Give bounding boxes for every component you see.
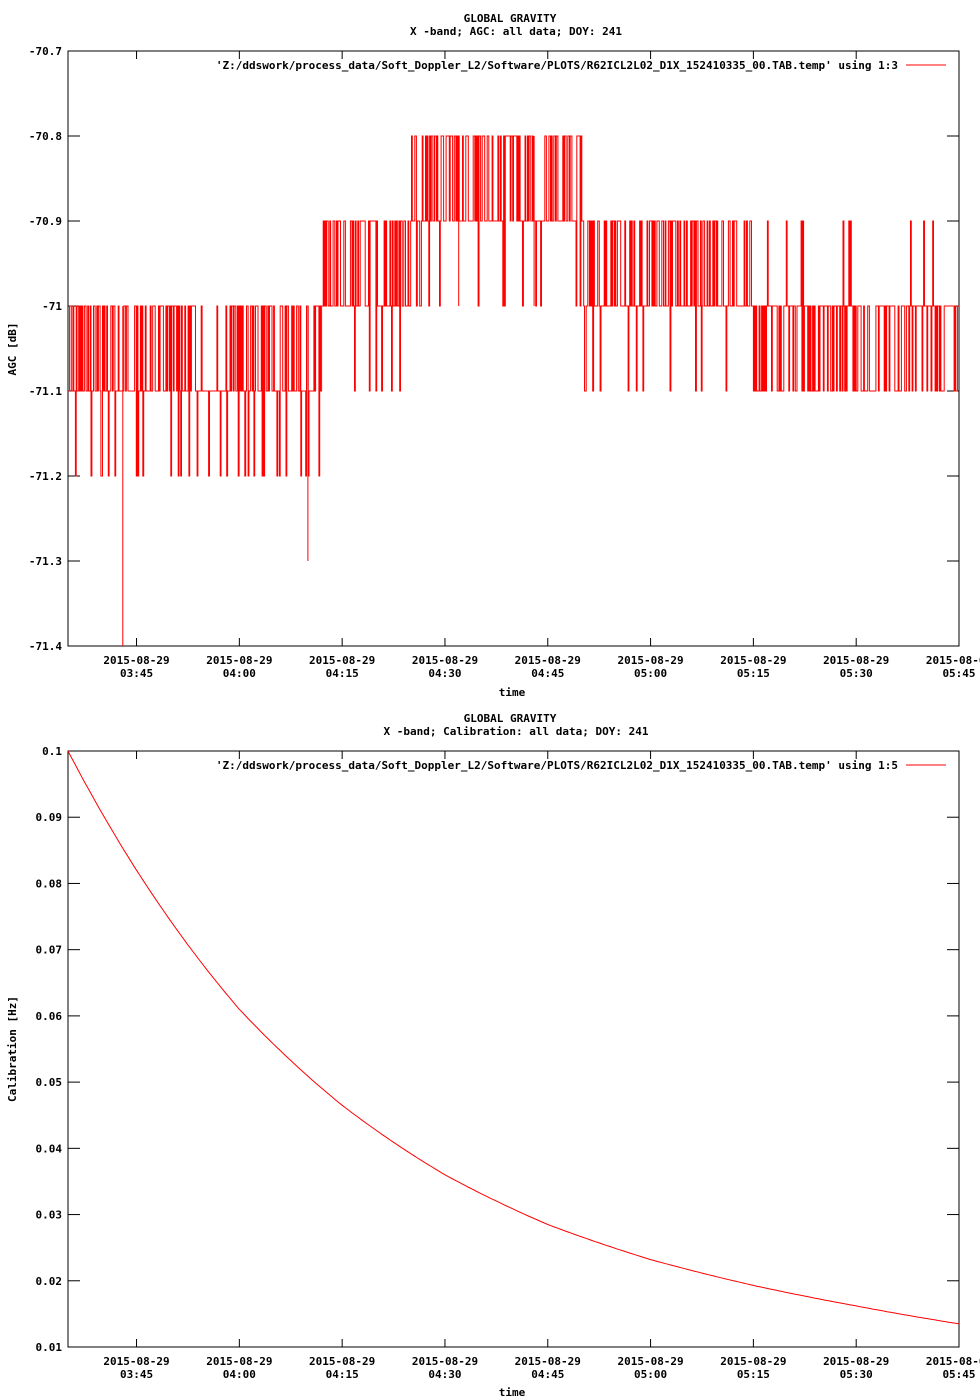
x-tick-date-label: 2015-08-29 [720, 1355, 786, 1368]
x-tick-time-label: 05:30 [840, 1368, 873, 1381]
x-tick-date-label: 2015-08-29 [103, 1355, 169, 1368]
agc-y-axis-label: AGC [dB] [6, 323, 19, 376]
y-tick-label: -70.8 [29, 130, 62, 143]
y-tick-label: 0.05 [36, 1076, 63, 1089]
x-tick-time-label: 04:45 [531, 1368, 564, 1381]
agc-x-axis-label: time [499, 686, 526, 699]
x-tick-date-label: 2015-08-29 [412, 1355, 478, 1368]
calibration-legend-label: 'Z:/ddswork/process_data/Soft_Doppler_L2… [216, 759, 898, 772]
agc-y-ticks: -70.7 -70.8 -70.9 -71 -71.1 -71.2 -71.3 -71.4 [29, 45, 959, 653]
y-tick-label: 0.09 [36, 811, 63, 824]
x-tick-date-label: 2015-08-08 [926, 1355, 980, 1368]
x-tick-date-label: 2015-08-29 [823, 654, 889, 667]
y-tick-label: -71.2 [29, 470, 62, 483]
x-tick-time-label: 05:45 [942, 667, 975, 680]
y-tick-label: 0.02 [36, 1275, 63, 1288]
x-tick-time-label: 05:00 [634, 1368, 667, 1381]
x-tick-date-label: 2015-08-29 [412, 654, 478, 667]
x-tick-time-label: 05:30 [840, 667, 873, 680]
x-tick-time-label: 04:30 [428, 1368, 461, 1381]
y-tick-label: 0.01 [36, 1341, 63, 1354]
y-tick-label: -71.1 [29, 385, 62, 398]
x-tick-date-label: 2015-08-29 [515, 654, 581, 667]
agc-plot-frame [67, 50, 960, 647]
y-tick-label: -71.4 [29, 640, 62, 653]
calibration-chart: GLOBAL GRAVITY X -band; Calibration: all… [6, 712, 980, 1399]
calibration-x-ticks: 2015-08-2903:452015-08-2904:002015-08-29… [103, 751, 980, 1381]
y-tick-label: -71.3 [29, 555, 62, 568]
x-tick-date-label: 2015-08-29 [309, 654, 375, 667]
agc-legend-label: 'Z:/ddswork/process_data/Soft_Doppler_L2… [216, 59, 898, 72]
x-tick-date-label: 2015-08-29 [309, 1355, 375, 1368]
x-tick-date-label: 2015-08-29 [515, 1355, 581, 1368]
x-tick-time-label: 05:45 [942, 1368, 975, 1381]
agc-chart: GLOBAL GRAVITY X -band; AGC: all data; D… [6, 12, 980, 699]
y-tick-label: 0.1 [42, 745, 62, 758]
y-tick-label: 0.07 [36, 944, 63, 957]
x-tick-date-label: 2015-08-29 [720, 654, 786, 667]
calibration-y-ticks: 0.1 0.09 0.08 0.07 0.06 0.05 0.04 0.03 0.02 0.01 [36, 745, 959, 1354]
x-tick-date-label: 2015-08-29 [103, 654, 169, 667]
x-tick-time-label: 04:15 [326, 1368, 359, 1381]
y-tick-label: 0.03 [36, 1209, 63, 1222]
y-tick-label: -70.7 [29, 45, 62, 58]
calibration-x-axis-label: time [499, 1386, 526, 1399]
calibration-chart-subtitle: X -band; Calibration: all data; DOY: 241 [384, 725, 649, 738]
x-tick-date-label: 2015-08-29 [823, 1355, 889, 1368]
y-tick-label: 0.06 [36, 1010, 63, 1023]
calibration-series-line [67, 750, 960, 1325]
calibration-plot-frame [67, 750, 960, 1348]
calibration-chart-title: GLOBAL GRAVITY [464, 712, 557, 725]
x-tick-time-label: 04:00 [223, 1368, 256, 1381]
agc-x-ticks: 2015-08-2903:452015-08-2904:002015-08-29… [103, 51, 980, 680]
x-tick-time-label: 05:15 [737, 667, 770, 680]
y-tick-label: -71 [42, 300, 62, 313]
x-tick-time-label: 04:15 [326, 667, 359, 680]
x-tick-time-label: 05:00 [634, 667, 667, 680]
x-tick-time-label: 05:15 [737, 1368, 770, 1381]
x-tick-date-label: 2015-08-29 [206, 1355, 272, 1368]
x-tick-date-label: 2015-08-29 [617, 1355, 683, 1368]
agc-chart-title: GLOBAL GRAVITY [464, 12, 557, 25]
agc-chart-subtitle: X -band; AGC: all data; DOY: 241 [410, 25, 622, 38]
x-tick-time-label: 04:45 [531, 667, 564, 680]
x-tick-date-label: 2015-08-29 [206, 654, 272, 667]
x-tick-time-label: 03:45 [120, 667, 153, 680]
x-tick-time-label: 03:45 [120, 1368, 153, 1381]
x-tick-time-label: 04:30 [428, 667, 461, 680]
y-tick-label: 0.08 [36, 877, 63, 890]
x-tick-date-label: 2015-08-08 [926, 654, 980, 667]
y-tick-label: -70.9 [29, 215, 62, 228]
calibration-y-axis-label: Calibration [Hz] [6, 996, 19, 1102]
y-tick-label: 0.04 [36, 1142, 63, 1155]
x-tick-time-label: 04:00 [223, 667, 256, 680]
x-tick-date-label: 2015-08-29 [617, 654, 683, 667]
agc-series-line [68, 135, 959, 646]
